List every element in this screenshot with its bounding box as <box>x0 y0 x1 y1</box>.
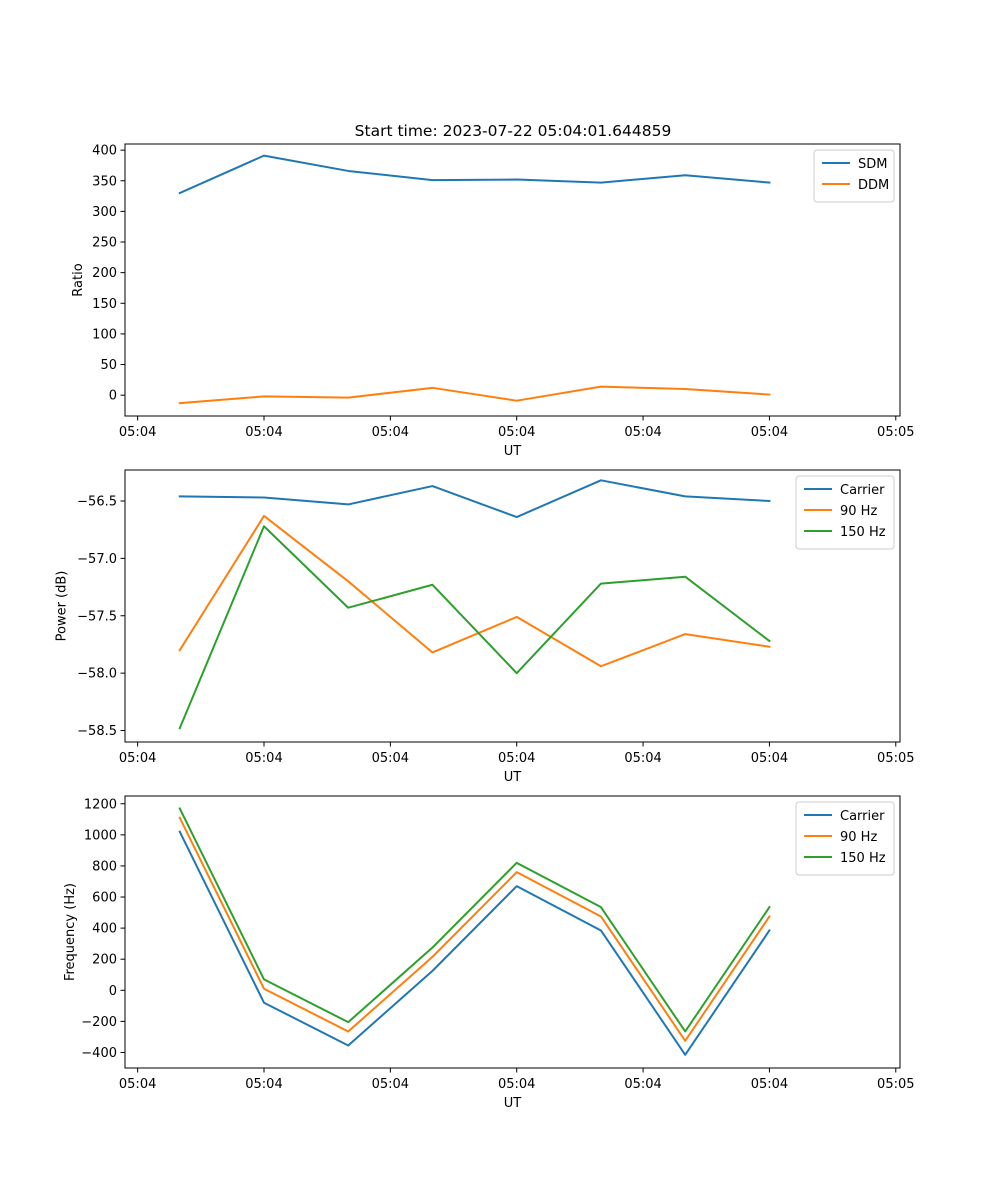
y-tick-label: 0 <box>109 389 117 404</box>
chart-power: 05:04 05:04 05:04 05:04 05:04 05:04 05:05 −58.5… <box>55 469 915 785</box>
legend-label: 90 Hz <box>840 830 877 845</box>
legend-label: 150 Hz <box>840 851 886 866</box>
x-tick-label: 05:04 <box>119 1077 156 1092</box>
x-axis-label: UT <box>504 770 522 785</box>
y-tick-label: −57.0 <box>77 552 117 567</box>
x-tick-label: 05:04 <box>751 751 788 766</box>
series-line-carrier <box>178 479 771 519</box>
x-tick-label: 05:04 <box>372 751 409 766</box>
y-axis-label: Frequency (Hz) <box>63 883 78 981</box>
y-tick-label: 100 <box>92 327 117 342</box>
axes-frame <box>124 795 901 1069</box>
y-axis-label: Ratio <box>71 263 86 296</box>
x-tick-label: 05:04 <box>751 1077 788 1092</box>
axes-frame <box>124 143 901 417</box>
y-tick-label: 1200 <box>84 797 117 812</box>
y-tick-label: 600 <box>92 891 117 906</box>
x-tick-label: 05:04 <box>245 1077 282 1092</box>
chart-panels: 05:04 05:04 05:04 05:04 05:04 05:04 05:05 0 50 10… <box>55 143 915 1111</box>
series-line-ddm <box>178 385 771 405</box>
x-tick-label: 05:05 <box>877 1077 914 1092</box>
x-axis-label: UT <box>504 1096 522 1111</box>
y-tick-label: 1000 <box>84 828 117 843</box>
x-tick-label: 05:04 <box>372 1077 409 1092</box>
x-tick-label: 05:05 <box>877 751 914 766</box>
x-tick-label: 05:04 <box>624 751 661 766</box>
x-tick-label: 05:04 <box>245 425 282 440</box>
y-tick-label: −58.0 <box>77 667 117 682</box>
y-tick-label: 50 <box>100 358 117 373</box>
series-line-150-hz <box>178 807 771 1033</box>
legend: Carrier 90 Hz 150 Hz <box>795 801 895 876</box>
y-tick-label: 400 <box>92 144 117 159</box>
series-line-150-hz <box>178 525 771 730</box>
legend-label: 90 Hz <box>840 504 877 519</box>
y-tick-label: −58.5 <box>77 724 117 739</box>
series-line-90-hz <box>178 514 771 668</box>
legend-label: DDM <box>858 178 889 193</box>
x-tick-label: 05:04 <box>624 425 661 440</box>
series-line-sdm <box>178 154 771 195</box>
legend-label: Carrier <box>840 809 885 824</box>
series-line-90-hz <box>178 816 771 1042</box>
x-tick-label: 05:04 <box>245 751 282 766</box>
y-tick-label: 250 <box>92 236 117 251</box>
x-tick-label: 05:04 <box>119 425 156 440</box>
y-tick-label: −200 <box>81 1015 117 1030</box>
y-tick-label: 350 <box>92 174 117 189</box>
legend-label: Carrier <box>840 483 885 498</box>
x-tick-label: 05:04 <box>751 425 788 440</box>
figure-title: Start time: 2023-07-22 05:04:01.644859 <box>355 122 672 140</box>
x-tick-label: 05:04 <box>498 1077 535 1092</box>
y-tick-label: 150 <box>92 297 117 312</box>
x-tick-label: 05:04 <box>372 425 409 440</box>
x-tick-label: 05:04 <box>119 751 156 766</box>
y-tick-label: −57.5 <box>77 609 117 624</box>
y-tick-label: 200 <box>92 953 117 968</box>
chart-frequency: 05:04 05:04 05:04 05:04 05:04 05:04 05:05 −400 −… <box>63 795 915 1111</box>
y-tick-label: 0 <box>109 984 117 999</box>
axes-frame <box>124 469 901 743</box>
y-tick-label: 400 <box>92 922 117 937</box>
y-axis-label: Power (dB) <box>55 571 70 642</box>
x-tick-label: 05:04 <box>624 1077 661 1092</box>
x-tick-label: 05:05 <box>877 425 914 440</box>
y-tick-label: 300 <box>92 205 117 220</box>
legend: SDM DDM <box>813 149 895 203</box>
legend-label: SDM <box>858 157 887 172</box>
y-tick-label: 800 <box>92 859 117 874</box>
legend-label: 150 Hz <box>840 525 886 540</box>
series-line-carrier <box>178 830 771 1056</box>
y-tick-label: 200 <box>92 266 117 281</box>
y-tick-label: −56.5 <box>77 494 117 509</box>
chart-ratio: 05:04 05:04 05:04 05:04 05:04 05:04 05:05 0 50 10… <box>71 143 915 459</box>
y-tick-label: −400 <box>81 1046 117 1061</box>
x-tick-label: 05:04 <box>498 751 535 766</box>
x-axis-label: UT <box>504 444 522 459</box>
legend: Carrier 90 Hz 150 Hz <box>795 475 895 550</box>
x-tick-label: 05:04 <box>498 425 535 440</box>
